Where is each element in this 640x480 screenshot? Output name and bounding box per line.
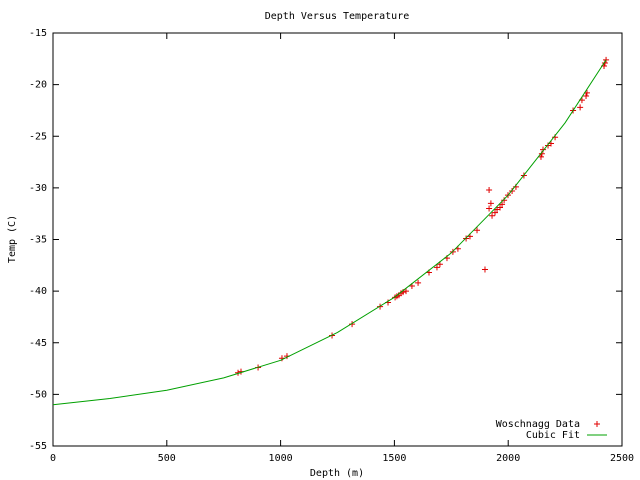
data-point <box>537 153 544 160</box>
data-point <box>486 186 493 193</box>
x-tick-label: 1000 <box>269 453 293 464</box>
legend-label: Woschnagg Data <box>496 419 580 430</box>
legend-label: Cubic Fit <box>526 430 580 441</box>
y-tick-label: -25 <box>29 131 47 142</box>
y-tick-label: -50 <box>29 389 47 400</box>
data-point <box>433 264 440 271</box>
fit-line <box>52 59 607 406</box>
legend-marker <box>594 421 600 427</box>
data-point <box>487 200 494 207</box>
x-tick-label: 2500 <box>610 453 634 464</box>
y-tick-label: -55 <box>29 441 47 452</box>
data-point <box>403 288 410 295</box>
data-point <box>501 197 508 204</box>
plot-border <box>52 32 623 447</box>
x-tick-label: 2000 <box>496 453 520 464</box>
data-point <box>474 227 481 234</box>
data-point <box>499 201 506 208</box>
y-tick-label: -35 <box>29 235 47 246</box>
y-tick-label: -30 <box>29 183 47 194</box>
x-tick-label: 1500 <box>382 453 406 464</box>
y-tick-label: -40 <box>29 286 47 297</box>
data-point <box>583 92 590 99</box>
data-point <box>486 205 493 212</box>
data-point <box>491 209 498 216</box>
data-point <box>577 104 584 111</box>
x-tick-label: 0 <box>50 453 56 464</box>
y-axis-label: Temp (C) <box>7 215 18 263</box>
y-tick-label: -20 <box>29 80 47 91</box>
x-axis-label: Depth (m) <box>310 468 364 479</box>
data-point <box>415 279 422 286</box>
data-point <box>489 212 496 219</box>
data-point <box>481 266 488 273</box>
data-point <box>497 204 504 211</box>
chart-title: Depth Versus Temperature <box>265 11 410 22</box>
y-tick-label: -45 <box>29 338 47 349</box>
y-tick-label: -15 <box>29 28 47 39</box>
x-tick-label: 500 <box>158 453 176 464</box>
